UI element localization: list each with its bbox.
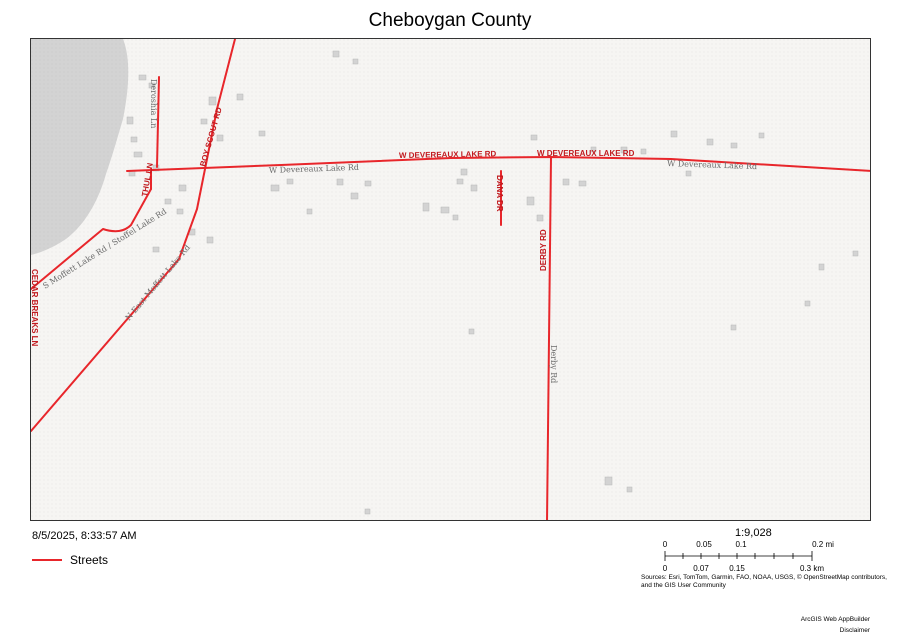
scale-mi-3: 0.2 mi — [812, 540, 834, 549]
scale-bar: 0 0.05 0.1 0.2 mi 0 0.07 0.15 0.3 km — [663, 540, 834, 573]
street-boy-scout-rd — [31, 39, 236, 432]
scale-mi-2: 0.1 — [735, 540, 747, 549]
label-deroshia-base: Deroshia Ln — [149, 79, 158, 128]
scale-ratio: 1:9,028 — [735, 527, 772, 539]
label-dana: DANA DR — [495, 175, 504, 212]
lake-water — [31, 39, 129, 255]
legend-streets-swatch — [32, 559, 62, 561]
street-moffett-lake-rd — [31, 188, 152, 290]
label-derby-base: Derby Rd — [549, 345, 558, 383]
label-w-devereaux-base-b: W Devereaux Lake Rd — [667, 159, 757, 171]
scale-mi-0: 0 — [663, 540, 668, 549]
legend-streets-label: Streets — [70, 553, 109, 567]
map-canvas[interactable]: W Devereaux Lake Rd W Devereaux Lake Rd … — [31, 39, 871, 521]
footer-builder: ArcGIS Web AppBuilder — [800, 616, 870, 623]
buildings — [126, 50, 859, 515]
legend: Streets — [32, 553, 108, 567]
land-area — [31, 39, 870, 520]
footer-disclaimer[interactable]: Disclaimer — [839, 627, 870, 634]
scale-km-2: 0.15 — [729, 564, 745, 573]
map-title: Cheboygan County — [368, 10, 532, 31]
scale-km-0: 0 — [663, 564, 668, 573]
scale-mi-1: 0.05 — [696, 540, 712, 549]
map-sources-attribution: Sources: Esri, TomTom, Garmin, FAO, NOAA… — [641, 574, 887, 589]
label-cedar-breaks: CEDAR BREAKS LN — [31, 269, 39, 347]
scale-km-3: 0.3 km — [800, 564, 824, 573]
scale-km-1: 0.07 — [693, 564, 709, 573]
streets — [31, 39, 870, 520]
street-derby-rd — [546, 156, 552, 520]
label-w-devereaux-2: W DEVEREAUX LAKE RD — [537, 149, 635, 158]
label-derby: DERBY RD — [539, 229, 548, 271]
label-w-devereaux-1: W DEVEREAUX LAKE RD — [399, 149, 497, 160]
street-deroshia-ln — [156, 76, 160, 168]
print-timestamp: 8/5/2025, 8:33:57 AM — [32, 530, 137, 542]
street-w-devereaux-lake-rd — [126, 156, 870, 172]
map-view[interactable]: W Devereaux Lake Rd W Devereaux Lake Rd … — [30, 38, 871, 521]
label-w-devereaux-base-a: W Devereaux Lake Rd — [269, 163, 359, 175]
